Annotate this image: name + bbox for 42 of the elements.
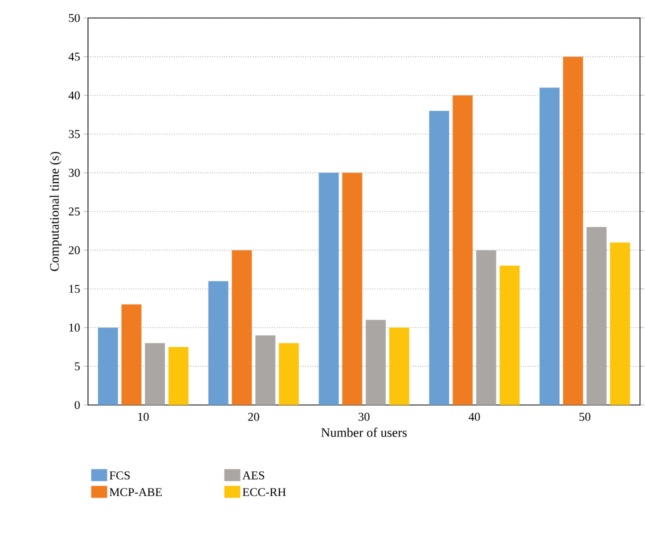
x-tick-label: 50	[580, 412, 590, 421]
y-tick-label: 15	[69, 284, 80, 293]
bar	[610, 242, 630, 405]
x-tick-label: 20	[248, 412, 260, 421]
y-tick-label: 30	[68, 168, 80, 177]
y-tick-label: 5	[74, 362, 80, 370]
x-tick-label: 30	[358, 412, 370, 421]
bar	[255, 335, 276, 405]
bar	[98, 328, 118, 405]
bar	[342, 172, 362, 405]
bar	[121, 304, 142, 405]
bar	[232, 250, 252, 405]
legend-label: ECC-RH	[242, 488, 286, 496]
bar	[540, 88, 560, 405]
y-tick-label: 40	[68, 91, 80, 100]
x-tick-label: 40	[468, 412, 480, 421]
bar	[476, 250, 496, 405]
legend-label: MCP-ABE	[110, 488, 162, 496]
legend-label: FCS	[110, 471, 130, 480]
y-tick-label: 0	[74, 400, 80, 410]
bar	[318, 172, 339, 405]
bar	[389, 328, 410, 405]
y-tick-label: 10	[69, 324, 80, 332]
bar	[429, 110, 450, 405]
bar	[452, 95, 473, 405]
bar	[278, 343, 299, 405]
bar	[586, 226, 607, 405]
x-tick-label: 10	[138, 412, 149, 421]
y-tick-label: 25	[68, 207, 80, 216]
y-tick-label: 35	[68, 130, 80, 138]
bar	[144, 343, 165, 405]
bar	[563, 56, 584, 405]
x-axis-title: Number of users	[321, 428, 407, 437]
bar	[168, 346, 188, 405]
legend-label: AES	[242, 471, 264, 480]
bar	[366, 320, 386, 405]
y-tick-label: 20	[68, 246, 80, 254]
bar	[208, 281, 228, 405]
bar	[500, 266, 520, 405]
y-axis-title: Computational time (s)	[50, 152, 62, 272]
y-tick-label: 50	[68, 14, 80, 22]
y-tick-label: 45	[68, 52, 80, 61]
